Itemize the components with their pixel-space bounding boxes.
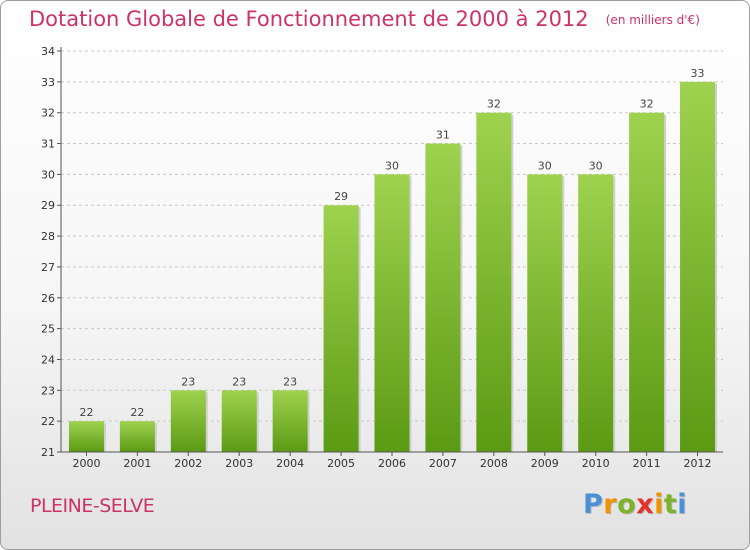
bar-2007 bbox=[425, 143, 461, 453]
x-tick-label-2010: 2010 bbox=[582, 457, 610, 470]
value-label-2006: 30 bbox=[385, 159, 399, 172]
value-label-2007: 31 bbox=[436, 129, 450, 142]
y-tick-label: 23 bbox=[41, 384, 55, 397]
logo-letter: x bbox=[636, 489, 655, 520]
value-label-2005: 29 bbox=[334, 190, 348, 203]
x-tick-label-2011: 2011 bbox=[633, 457, 661, 470]
value-label-2012: 33 bbox=[691, 67, 705, 80]
chart-title: Dotation Globale de Fonctionnement de 20… bbox=[29, 7, 700, 31]
y-tick-label: 25 bbox=[41, 323, 55, 336]
bar-2006 bbox=[374, 174, 410, 452]
bars bbox=[68, 81, 718, 453]
x-tick-label-2005: 2005 bbox=[327, 457, 355, 470]
bar-2000 bbox=[68, 421, 104, 452]
bar-2011 bbox=[629, 112, 665, 452]
bar-2010 bbox=[578, 174, 614, 452]
x-tick-label-2000: 2000 bbox=[72, 457, 100, 470]
proxiti-logo[interactable]: Proxiti bbox=[583, 489, 687, 520]
y-tick-label: 22 bbox=[41, 415, 55, 428]
bar-2012 bbox=[680, 81, 716, 452]
x-tick-label-2012: 2012 bbox=[684, 457, 712, 470]
bar-2009 bbox=[527, 174, 563, 452]
value-label-2004: 23 bbox=[283, 375, 297, 388]
y-tick-label: 32 bbox=[41, 107, 55, 120]
x-tick-label-2009: 2009 bbox=[531, 457, 559, 470]
value-label-2002: 23 bbox=[181, 375, 195, 388]
value-label-2000: 22 bbox=[79, 406, 93, 419]
x-tick-label-2002: 2002 bbox=[174, 457, 202, 470]
logo-letter: i bbox=[654, 489, 664, 520]
x-tick-label-2001: 2001 bbox=[123, 457, 151, 470]
bar-2005 bbox=[323, 205, 359, 452]
chart-title-main: Dotation Globale de Fonctionnement de 20… bbox=[29, 7, 589, 31]
value-label-2003: 23 bbox=[232, 375, 246, 388]
x-tick-label-2008: 2008 bbox=[480, 457, 508, 470]
bar-2004 bbox=[272, 390, 308, 452]
labels: 21 22 23 24 25 26 27 28 29 30 31 32 33 34 22 2000 22 2001… bbox=[41, 45, 712, 470]
x-tick-label-2004: 2004 bbox=[276, 457, 304, 470]
y-tick-label: 28 bbox=[41, 230, 55, 243]
y-tick-label: 24 bbox=[41, 353, 55, 366]
y-tick-label: 21 bbox=[41, 446, 55, 459]
x-tick-label-2007: 2007 bbox=[429, 457, 457, 470]
chart-title-unit: (en milliers d'€) bbox=[605, 13, 700, 27]
bar-2003 bbox=[221, 390, 257, 452]
commune-name: PLEINE-SELVE bbox=[30, 495, 155, 517]
logo-letter: o bbox=[617, 489, 637, 520]
bar-2008 bbox=[476, 112, 512, 452]
y-tick-label: 29 bbox=[41, 199, 55, 212]
axes bbox=[57, 47, 723, 456]
value-label-2008: 32 bbox=[487, 98, 501, 111]
y-tick-label: 34 bbox=[41, 45, 55, 58]
value-label-2001: 22 bbox=[130, 406, 144, 419]
y-tick-label: 33 bbox=[41, 76, 55, 89]
x-tick-label-2006: 2006 bbox=[378, 457, 406, 470]
logo-letter: r bbox=[603, 489, 618, 520]
bar-2001 bbox=[119, 421, 155, 452]
y-tick-label: 31 bbox=[41, 138, 55, 151]
y-tick-label: 30 bbox=[41, 168, 55, 181]
y-tick-label: 27 bbox=[41, 261, 55, 274]
logo-letter: i bbox=[677, 489, 688, 520]
value-label-2009: 30 bbox=[538, 159, 552, 172]
bar-2002 bbox=[170, 390, 206, 452]
value-label-2011: 32 bbox=[640, 98, 654, 111]
logo-letter: t bbox=[663, 489, 678, 520]
x-tick-label-2003: 2003 bbox=[225, 457, 253, 470]
value-label-2010: 30 bbox=[589, 159, 603, 172]
logo-letter: P bbox=[583, 489, 604, 520]
y-tick-label: 26 bbox=[41, 292, 55, 305]
